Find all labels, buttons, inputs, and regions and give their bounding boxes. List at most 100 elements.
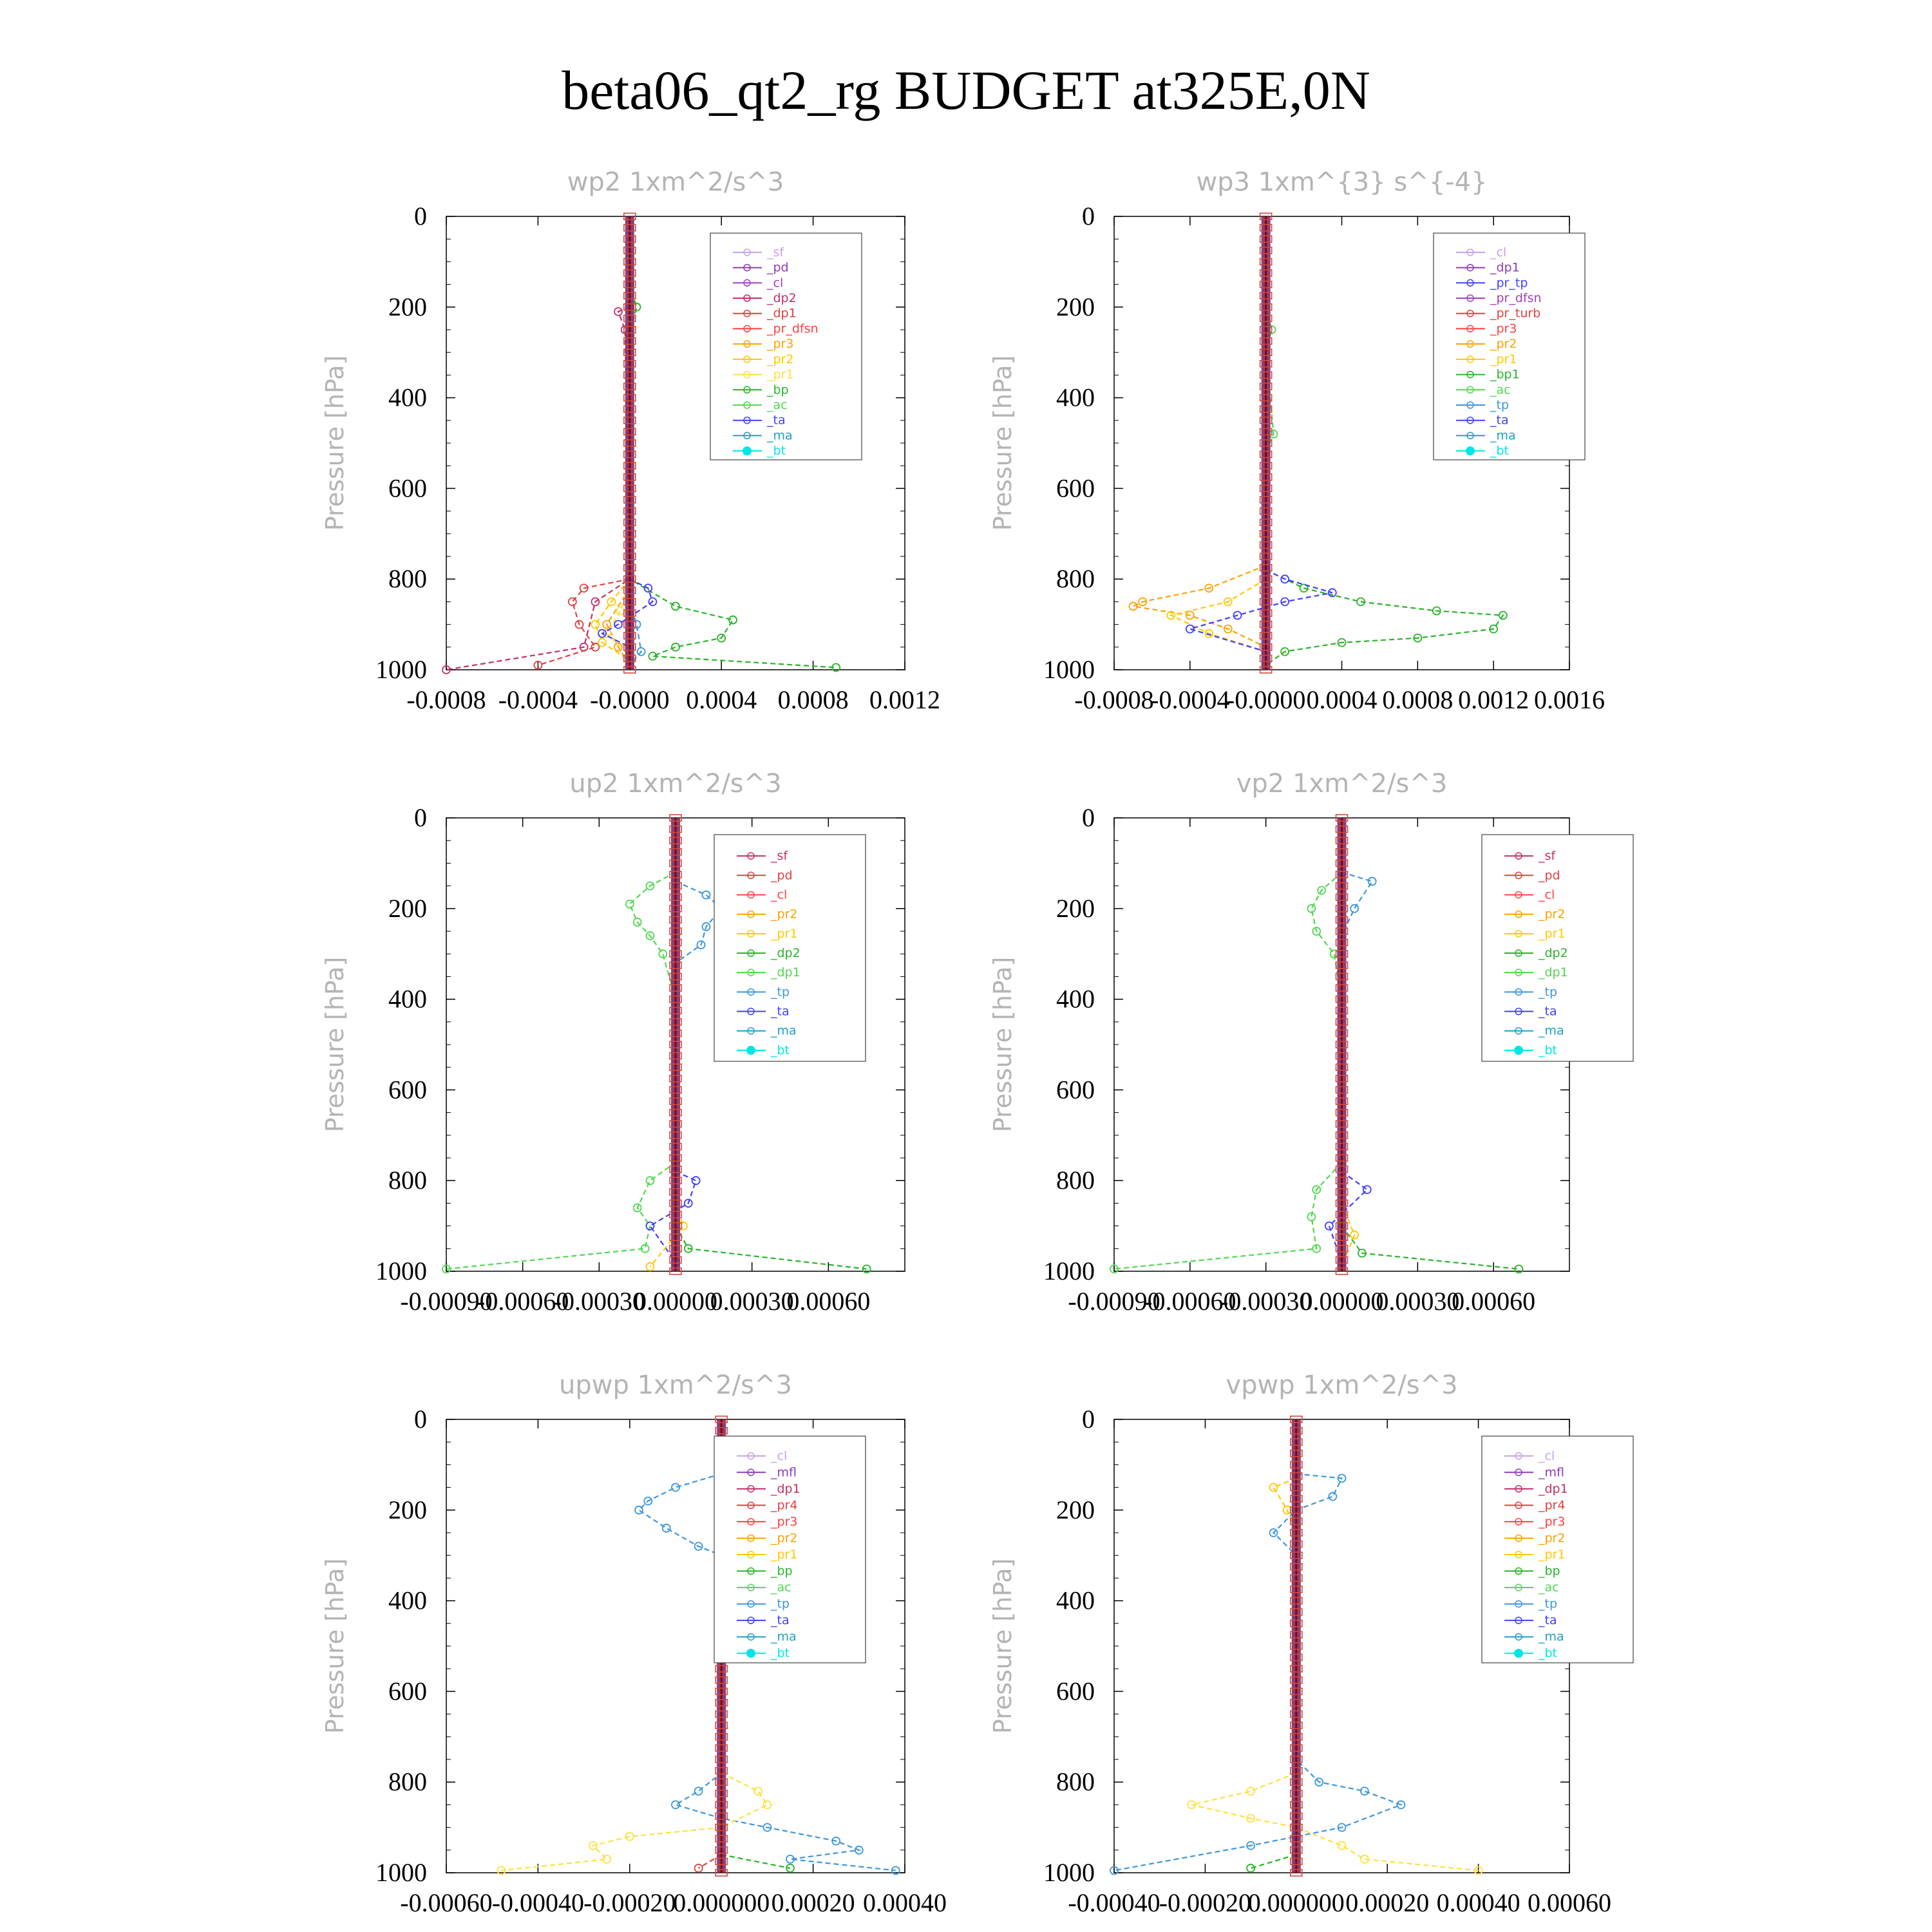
series-marker [1362,1185,1372,1195]
zero-marker [623,383,636,390]
chart-panel: up2 1xm^2/s^3 Pressure [hPa] 0 200 400 600 800… [321,769,905,1316]
legend-label: _dp1 [1490,261,1520,275]
series-marker [658,949,668,959]
zero-marker [715,1812,728,1820]
zero-marker [1335,1029,1349,1037]
zero-marker [1290,1563,1303,1571]
zero-marker [623,564,636,572]
zero-marker [1259,529,1273,538]
zero-marker [1335,916,1349,924]
series-marker [831,663,841,672]
chart-title: upwp 1xm^2/s^3 [559,1370,792,1400]
legend-label: _ma [1490,428,1516,442]
series-marker [1337,1823,1347,1832]
zero-marker [715,1416,728,1423]
zero-marker [669,1063,682,1071]
x-tick-label: -0.0000 [590,685,669,714]
zero-marker [1335,1256,1349,1264]
legend-box [714,834,866,1062]
series-marker [671,1482,680,1492]
legend-label: _bp [766,383,789,397]
series-marker [645,931,655,940]
zero-marker [669,848,682,856]
y-tick-label: 800 [1056,1767,1095,1796]
series-marker [717,633,726,643]
legend-label: _sf [1538,849,1556,863]
series-marker [567,597,577,607]
zero-marker [669,905,682,913]
y-axis-label: Pressure [hPa] [321,355,349,531]
zero-marker [1290,1416,1303,1423]
chart-panel: wp2 1xm^2/s^3 Pressure [hPa] 0 200 400 600 800… [321,167,940,714]
zero-marker [715,1426,728,1435]
series-marker [1473,1866,1483,1875]
legend-swatch-marker [1515,1600,1522,1608]
x-tick-label: 0.00000 [634,1287,717,1316]
zero-marker [1259,269,1273,277]
zero-marker [1259,484,1273,493]
series-marker [574,620,584,629]
zero-marker [1290,1812,1303,1820]
y-tick-label: 400 [388,383,427,412]
zero-marker [1335,950,1349,958]
zero-marker [623,654,636,663]
zero-marker [623,541,636,549]
zero-marker [623,598,636,606]
legend-label: _cl [1538,887,1555,902]
x-tick-label: 0.0012 [1458,685,1529,714]
legend-swatch-marker [1515,1567,1522,1575]
zero-marker [715,1733,728,1741]
zero-marker [1290,1790,1303,1797]
zero-marker [623,553,636,560]
y-tick-label: 1000 [1043,655,1095,684]
zero-marker [1335,1199,1349,1208]
y-tick-label: 600 [1056,1676,1095,1705]
zero-marker [669,1029,682,1037]
legend-swatch-marker [1466,325,1474,333]
y-tick-label: 200 [388,894,427,923]
legend-swatch-marker [743,340,751,348]
zero-marker [715,1699,728,1707]
y-tick-label: 1000 [375,1858,427,1887]
series-marker [1185,624,1195,634]
legend-label: _bt [766,444,786,458]
series-line [1341,1225,1519,1270]
y-tick-label: 800 [388,1166,427,1195]
series-marker [614,620,623,629]
series-marker [691,1176,701,1186]
zero-marker [623,529,636,538]
zero-marker [1290,1857,1303,1866]
chart-panel: vp2 1xm^2/s^3 Pressure [hPa] 0 200 400 600 800… [989,769,1634,1316]
zero-marker [1335,1188,1349,1196]
legend-label: _ta [770,1613,790,1627]
series-line [538,578,630,667]
legend-label: _pr2 [1538,907,1565,922]
legend-swatch-marker [746,1649,755,1658]
zero-marker [669,1052,682,1060]
zero-marker [623,213,636,220]
y-tick-label: 600 [388,473,427,502]
legend-label: _pr2 [1538,1531,1565,1545]
legend-label: _pr1 [1490,352,1517,366]
legend: _sf _pd _cl _pr2 _pr1 _dp2 _dp1 _tp _ta _ma _bt [714,834,866,1062]
zero-marker [1335,1267,1349,1275]
legend-swatch-marker [1515,949,1522,957]
y-tick-label: 400 [1056,383,1095,412]
series-marker [661,1524,671,1533]
series-marker [591,620,600,629]
zero-marker [623,258,636,266]
legend-label: _pr1 [770,1548,797,1562]
zero-marker [1259,223,1273,232]
zero-marker [669,1233,682,1241]
series-marker [1246,1864,1255,1873]
legend-label: _ac [770,1580,791,1595]
series-line [1187,569,1333,652]
zero-marker [1290,1710,1303,1718]
zero-marker [623,666,636,674]
series-marker [1110,1866,1119,1875]
zero-marker [669,814,682,822]
zero-marker [1290,1744,1303,1752]
legend-swatch-marker [743,401,751,409]
x-tick-label: 0.000000 [1248,1888,1345,1917]
x-tick-label: 0.000000 [673,1888,770,1917]
